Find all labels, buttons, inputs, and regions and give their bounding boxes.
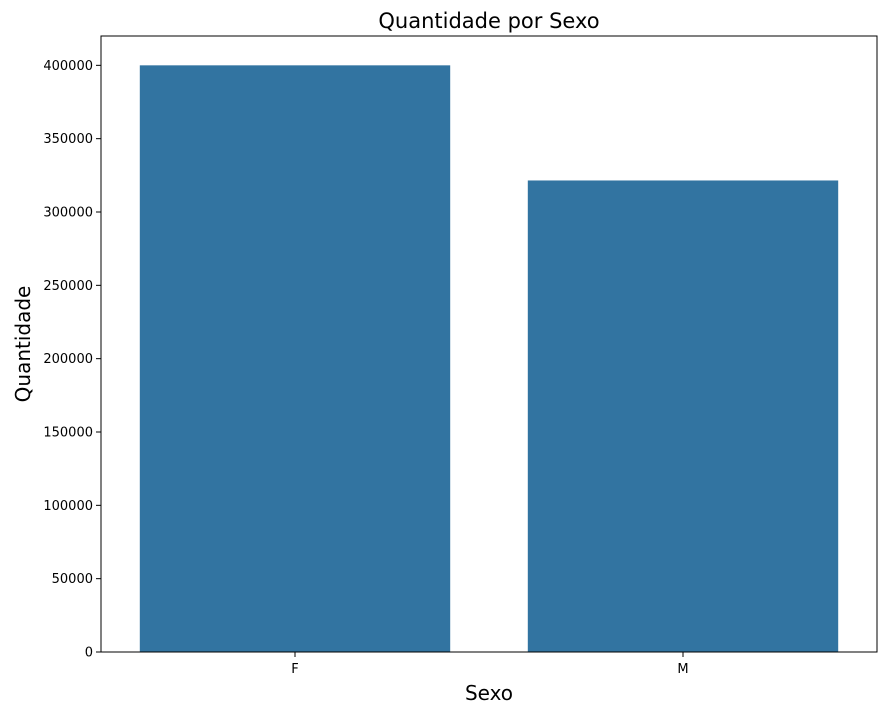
y-tick-label: 250000 — [43, 279, 93, 294]
x-axis-title: Sexo — [465, 681, 513, 705]
bar-m — [527, 180, 839, 652]
y-tick-label: 150000 — [43, 426, 93, 441]
y-tick-label: 400000 — [43, 59, 93, 74]
plot-frame — [100, 35, 878, 653]
y-tick-label: 350000 — [43, 132, 93, 147]
y-tick-label: 100000 — [43, 499, 93, 514]
y-axis-title: Quantidade — [11, 286, 35, 403]
bar-f — [139, 65, 451, 653]
bars-group — [139, 65, 839, 653]
y-tick-label: 200000 — [43, 352, 93, 367]
y-tick-label: 300000 — [43, 206, 93, 221]
y-tick-label: 50000 — [52, 572, 93, 587]
y-tick-label: 0 — [85, 646, 93, 661]
x-tick-label: M — [677, 662, 688, 677]
y-axis-ticks: 0 50000 100000 150000 200000 250000 300000 3500… — [43, 59, 101, 661]
x-tick-label: F — [291, 662, 298, 677]
chart-title: Quantidade por Sexo — [378, 9, 599, 33]
